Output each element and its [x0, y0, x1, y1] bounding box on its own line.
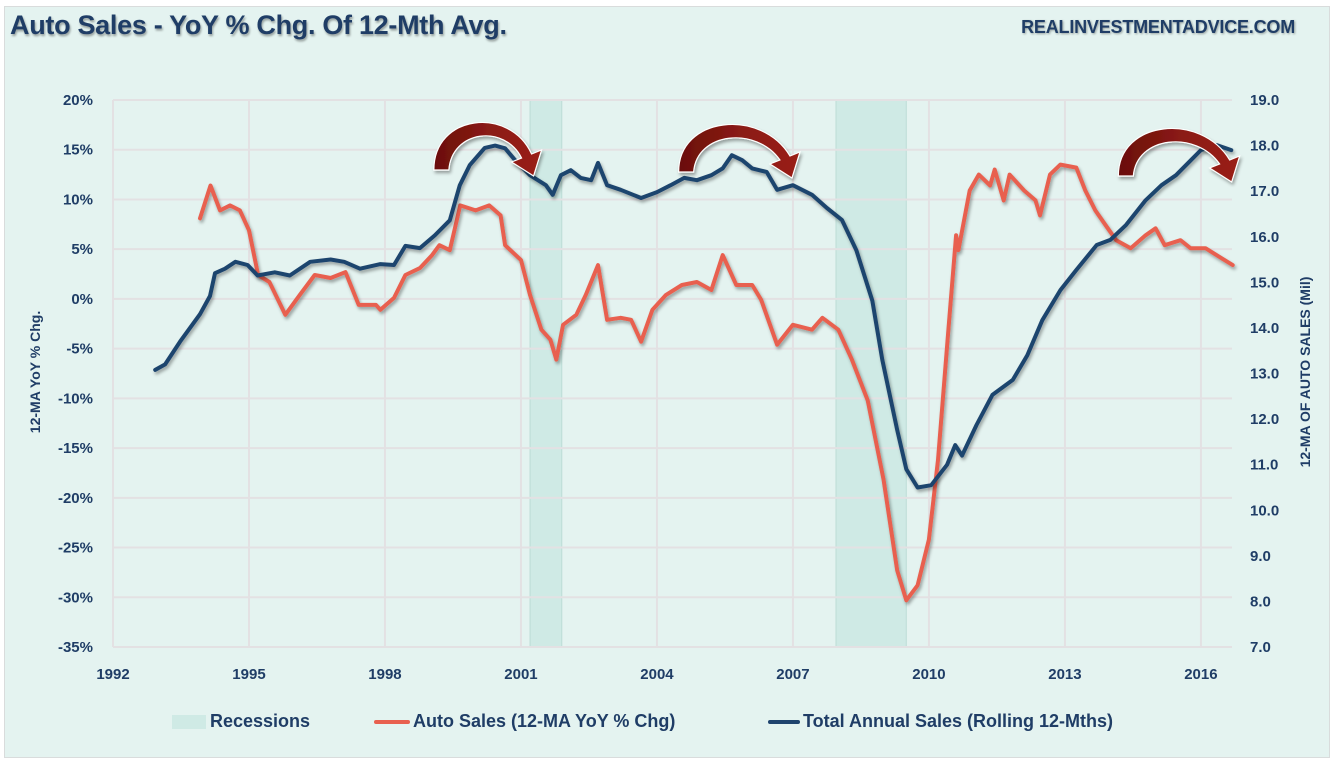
- x-tick-label: 2013: [1048, 666, 1081, 683]
- legend-item-total-sales: Total Annual Sales (Rolling 12-Mths): [768, 711, 1113, 732]
- y-tick-label: 20%: [63, 92, 93, 109]
- y-axis-left-title: 12-MA YoY % Chg.: [27, 311, 43, 433]
- y2-tick-label: 18.0: [1250, 138, 1279, 155]
- x-tick-label: 2016: [1184, 666, 1217, 683]
- y2-tick-label: 16.0: [1250, 229, 1279, 246]
- series-lines: [153, 143, 1235, 603]
- x-tick-label: 2001: [504, 666, 537, 683]
- auto-sales-swatch: [374, 719, 410, 724]
- legend-item-auto-sales: Auto Sales (12-MA YoY % Chg): [374, 711, 675, 732]
- x-tick-label: 1995: [232, 666, 265, 683]
- annotation-arrows: [433, 121, 1241, 183]
- y-tick-label: 0%: [71, 291, 93, 308]
- recession-swatch: [172, 714, 206, 729]
- y-tick-label: -35%: [58, 639, 93, 656]
- y-tick-label: 5%: [71, 241, 93, 258]
- y2-tick-label: 17.0: [1250, 183, 1279, 200]
- x-tick-label: 1998: [368, 666, 401, 683]
- x-tick-label: 2004: [640, 666, 674, 683]
- y-tick-label: -20%: [58, 490, 93, 507]
- y-tick-label: 15%: [63, 142, 93, 159]
- y2-tick-label: 12.0: [1250, 411, 1279, 428]
- y2-tick-label: 19.0: [1250, 92, 1279, 109]
- y2-tick-label: 7.0: [1250, 639, 1271, 656]
- y2-tick-label: 8.0: [1250, 593, 1271, 610]
- y2-tick-label: 14.0: [1250, 320, 1279, 337]
- y2-tick-label: 11.0: [1250, 457, 1278, 474]
- auto-sales-line: [198, 162, 1235, 603]
- recession-bands: [529, 99, 907, 648]
- total-sales-line: [153, 143, 1234, 490]
- x-tick-label: 1992: [96, 666, 129, 683]
- legend-label-auto-sales: Auto Sales (12-MA YoY % Chg): [413, 711, 676, 731]
- y-tick-label: -10%: [58, 390, 93, 407]
- y-tick-label: -25%: [58, 540, 93, 557]
- chart-title: Auto Sales - YoY % Chg. Of 12-Mth Avg.: [10, 10, 507, 40]
- grid-lines: [112, 99, 1232, 648]
- y-axis-left-ticks: 20% 15% 10% 5% 0% -5% -10% -15% -20% -25% -30% -35%: [58, 92, 93, 656]
- curved-arrow-icon: [1117, 127, 1241, 183]
- curved-arrow-icon: [678, 123, 801, 179]
- x-tick-label: 2010: [912, 666, 945, 683]
- y-tick-label: -15%: [58, 440, 93, 457]
- y-axis-right-title: 12-MA OF AUTO SALES (Mil): [1297, 277, 1313, 468]
- y2-tick-label: 13.0: [1250, 366, 1279, 383]
- legend-label-total-sales: Total Annual Sales (Rolling 12-Mths): [803, 711, 1114, 731]
- y2-tick-label: 15.0: [1250, 274, 1279, 291]
- y2-tick-label: 9.0: [1250, 548, 1271, 565]
- recession-band: [529, 99, 563, 648]
- chart-frame: [4, 6, 1330, 758]
- y2-tick-label: 10.0: [1250, 502, 1279, 519]
- x-axis-ticks: 1992 1995 1998 2001 2004 2007 2010 2013 2016: [96, 666, 1217, 683]
- y-axis-right-ticks: 19.0 18.0 17.0 16.0 15.0 14.0 13.0 12.0 11.0 10.0…: [1250, 92, 1279, 656]
- curved-arrow-icon: [433, 121, 543, 177]
- total-sales-swatch: [768, 719, 800, 724]
- legend-label-recessions: Recessions: [210, 711, 311, 731]
- legend-item-recessions: Recessions: [172, 711, 310, 732]
- y-tick-label: -5%: [66, 341, 93, 358]
- y-tick-label: -30%: [58, 589, 93, 606]
- x-tick-label: 2007: [776, 666, 809, 683]
- y-tick-label: 10%: [63, 191, 93, 208]
- brand-watermark: REALINVESTMENTADVICE.COM: [1021, 17, 1295, 37]
